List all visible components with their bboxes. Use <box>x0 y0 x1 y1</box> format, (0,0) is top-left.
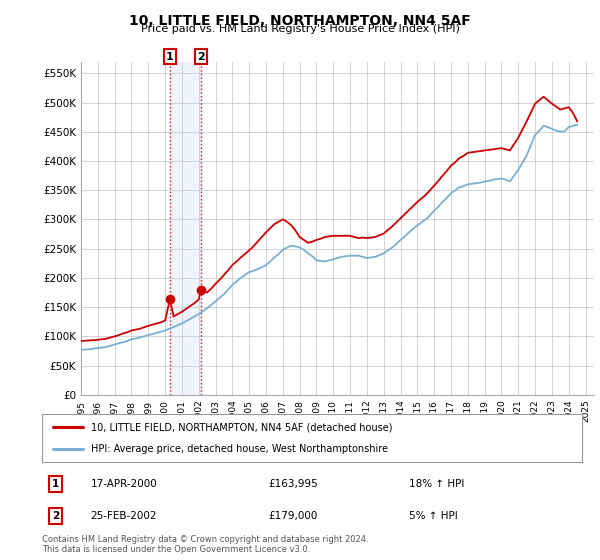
Text: HPI: Average price, detached house, West Northamptonshire: HPI: Average price, detached house, West… <box>91 444 388 454</box>
Text: 10, LITTLE FIELD, NORTHAMPTON, NN4 5AF (detached house): 10, LITTLE FIELD, NORTHAMPTON, NN4 5AF (… <box>91 422 392 432</box>
Text: £179,000: £179,000 <box>269 511 318 521</box>
Text: 1: 1 <box>166 52 174 62</box>
Text: 1: 1 <box>52 479 59 489</box>
Text: 25-FEB-2002: 25-FEB-2002 <box>91 511 157 521</box>
Text: £163,995: £163,995 <box>269 479 319 489</box>
Text: Price paid vs. HM Land Registry's House Price Index (HPI): Price paid vs. HM Land Registry's House … <box>140 24 460 34</box>
Text: 17-APR-2000: 17-APR-2000 <box>91 479 157 489</box>
Text: 2: 2 <box>197 52 205 62</box>
Text: 2: 2 <box>52 511 59 521</box>
Text: 10, LITTLE FIELD, NORTHAMPTON, NN4 5AF: 10, LITTLE FIELD, NORTHAMPTON, NN4 5AF <box>129 14 471 28</box>
Bar <box>170 62 201 395</box>
Text: Contains HM Land Registry data © Crown copyright and database right 2024.
This d: Contains HM Land Registry data © Crown c… <box>42 535 368 554</box>
Text: 18% ↑ HPI: 18% ↑ HPI <box>409 479 464 489</box>
Text: 5% ↑ HPI: 5% ↑ HPI <box>409 511 458 521</box>
